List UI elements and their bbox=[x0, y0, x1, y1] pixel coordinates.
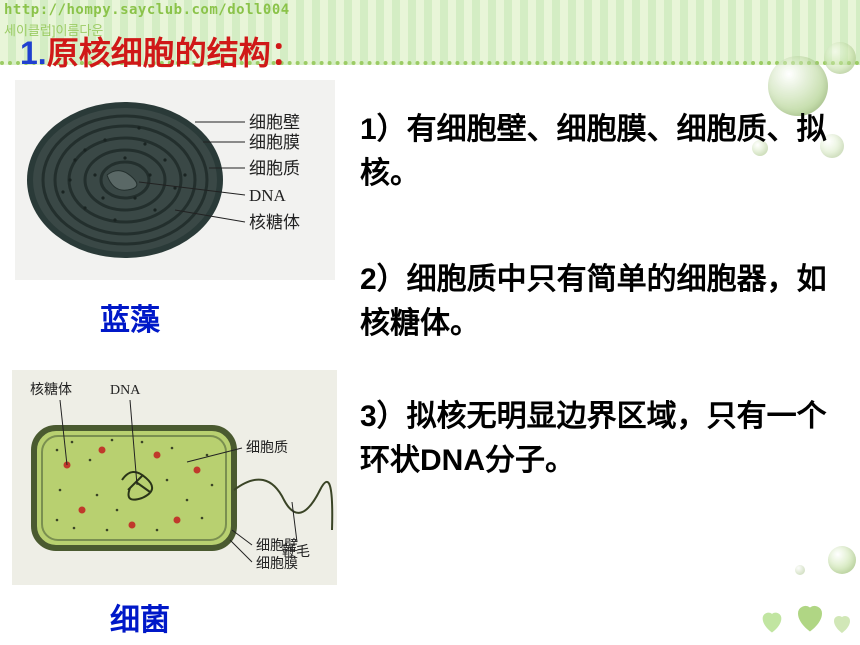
header-url: http://hompy.sayclub.com/doll004 bbox=[4, 2, 290, 18]
caption-bacteria: 细菌 bbox=[110, 595, 170, 639]
decor-heart bbox=[758, 608, 786, 636]
paragraph-3: 3）拟核无明显边界区域，只有一个环状DNA分子。 bbox=[360, 395, 845, 482]
decor-bubble bbox=[828, 546, 856, 574]
bact-label-ribo: 核糖体 bbox=[30, 382, 72, 398]
bact-label-dna: DNA bbox=[110, 383, 141, 398]
page-title: 1.原核细胞的结构： bbox=[20, 28, 303, 74]
decor-heart bbox=[792, 600, 828, 636]
cyano-label-dna: DNA bbox=[249, 186, 287, 205]
title-text: 原核细胞的结构： bbox=[47, 35, 303, 71]
cyano-label-wall: 细胞壁 bbox=[249, 113, 300, 132]
decor-bubble bbox=[824, 42, 856, 74]
paragraph-2: 2）细胞质中只有简单的细胞器，如核糖体。 bbox=[360, 258, 845, 345]
cyano-label-ribo: 核糖体 bbox=[249, 213, 300, 232]
bact-label-flag: 鞭毛 bbox=[282, 544, 310, 560]
figure-bacteria: 核糖体 DNA 细胞质 细胞壁 细胞膜 鞭毛 bbox=[12, 370, 337, 585]
title-number: 1. bbox=[20, 35, 47, 71]
decor-bubble bbox=[795, 565, 805, 575]
cyano-label-cyto: 细胞质 bbox=[249, 159, 300, 178]
figure-cyanobacteria: 细胞壁 细胞膜 细胞质 DNA 核糖体 bbox=[15, 80, 335, 280]
paragraph-1: 1）有细胞壁、细胞膜、细胞质、拟核。 bbox=[360, 108, 845, 195]
decor-heart bbox=[830, 612, 854, 636]
bact-label-cyto: 细胞质 bbox=[246, 440, 288, 456]
cyano-label-membrane: 细胞膜 bbox=[249, 133, 300, 152]
caption-cyanobacteria: 蓝藻 bbox=[100, 295, 160, 339]
decor-bubble bbox=[768, 56, 828, 116]
